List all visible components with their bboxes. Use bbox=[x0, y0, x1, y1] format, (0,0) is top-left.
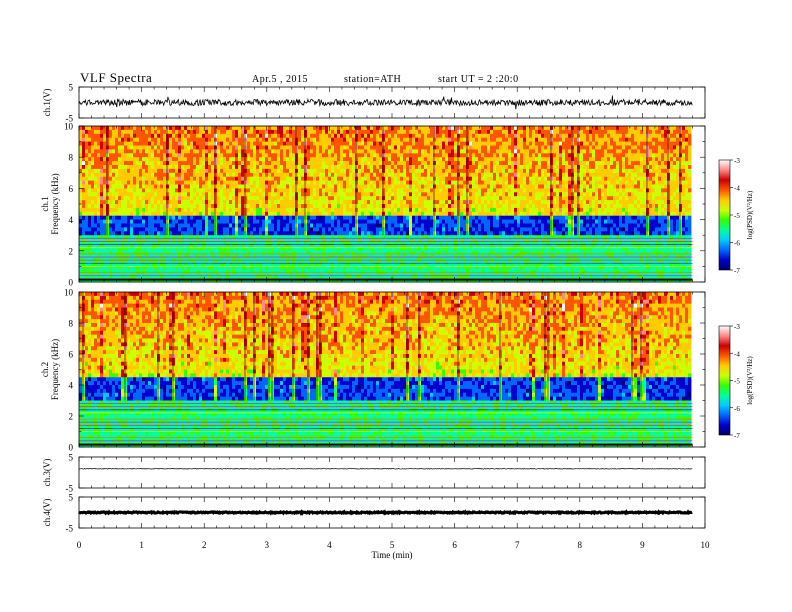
start-time-label: start UT = 2 :20:0 bbox=[438, 74, 519, 85]
ch2-ylabel-frequency: Frequency (kHz) bbox=[50, 339, 60, 400]
ch3-ylabel: ch.3(V) bbox=[42, 459, 52, 487]
ch3-waveform-axes: 5 -5 ch.3(V) bbox=[42, 453, 706, 494]
x-tick-label: 10 bbox=[701, 540, 711, 550]
ch3-waveform bbox=[78, 468, 693, 470]
x-tick-label: 6 bbox=[452, 540, 457, 550]
ch1-waveform bbox=[78, 95, 693, 110]
x-tick-label: 7 bbox=[515, 540, 520, 550]
ch2-colorbar: -3 -4 -5 -6 -7 log(PSD)(V²/Hz) bbox=[718, 323, 754, 440]
x-axis-label: Time (min) bbox=[372, 550, 413, 560]
ch1-spectrogram-axes: 0 2 4 6 8 10 ch.1 Frequency (kHz) bbox=[40, 122, 706, 288]
ch3-ytick-label: 5 bbox=[69, 453, 74, 463]
ch1-ytick-label: 5 bbox=[69, 83, 74, 93]
station-label: station=ATH bbox=[344, 74, 402, 85]
ch1-ytick-label: 10 bbox=[64, 122, 74, 132]
ch3-ytick-label: -5 bbox=[66, 484, 74, 494]
date-label: Apr.5 , 2015 bbox=[252, 74, 308, 85]
colorbar-tick-label: -7 bbox=[734, 432, 740, 440]
ch1-ytick-label: 2 bbox=[69, 246, 74, 256]
colorbar-tick-label: -4 bbox=[734, 350, 740, 358]
x-tick-label: 2 bbox=[202, 540, 207, 550]
ch4-ylabel: ch.4(V) bbox=[42, 499, 52, 527]
ch4-ytick-label: 5 bbox=[69, 493, 74, 503]
ch4-waveform-axes: 5 -5 ch.4(V) bbox=[42, 493, 706, 534]
colorbar-tick-label: -5 bbox=[734, 378, 740, 386]
ch2-ytick-label: 0 bbox=[69, 443, 74, 453]
x-tick-label: 9 bbox=[640, 540, 645, 550]
x-tick-label: 0 bbox=[77, 540, 82, 550]
ch1-ytick-label: 6 bbox=[69, 184, 74, 194]
ch1-ylabel: ch.1(V) bbox=[42, 89, 52, 117]
ch2-ylabel-channel: ch.2 bbox=[40, 362, 50, 377]
x-axis: 0 1 2 3 4 5 6 7 8 9 10 Time (min) bbox=[77, 540, 710, 560]
ch2-ytick-label: 6 bbox=[69, 350, 74, 360]
colorbar-tick-label: -3 bbox=[734, 157, 740, 165]
ch1-colorbar: -3 -4 -5 -6 -7 log(PSD)(V²/Hz) bbox=[718, 157, 754, 275]
colorbar-tick-label: -6 bbox=[734, 405, 740, 413]
colorbar-tick-label: -5 bbox=[734, 212, 740, 220]
ch1-ylabel-channel: ch.1 bbox=[40, 196, 50, 211]
ch1-ytick-label: 4 bbox=[69, 215, 74, 225]
figure-title: VLF Spectra bbox=[80, 70, 153, 85]
colorbar-label: log(PSD)(V²/Hz) bbox=[746, 356, 754, 405]
colorbar-tick-label: -7 bbox=[734, 267, 740, 275]
x-tick-label: 3 bbox=[265, 540, 270, 550]
ch2-spectrogram-axes: 0 2 4 6 8 10 ch.2 Frequency (kHz) bbox=[40, 288, 706, 453]
ch2-ytick-label: 2 bbox=[69, 412, 74, 422]
colorbar-tick-label: -3 bbox=[734, 323, 740, 331]
ch1-spectrogram bbox=[79, 126, 693, 283]
ch4-ytick-label: -5 bbox=[66, 524, 74, 534]
x-tick-label: 5 bbox=[390, 540, 395, 550]
colorbar-label: log(PSD)(V²/Hz) bbox=[746, 190, 754, 239]
colorbar-tick-label: -6 bbox=[734, 240, 740, 248]
ch1-waveform-axes: 5 -5 ch.1(V) bbox=[42, 83, 706, 124]
ch2-ytick-label: 8 bbox=[69, 319, 74, 329]
ch4-waveform bbox=[78, 509, 693, 516]
ch1-ytick-label: 0 bbox=[69, 278, 74, 288]
x-tick-label: 1 bbox=[139, 540, 144, 550]
ch2-ytick-label: 10 bbox=[64, 288, 74, 298]
colorbar-tick-label: -4 bbox=[734, 185, 740, 193]
x-tick-label: 4 bbox=[327, 540, 332, 550]
ch1-ytick-label: 8 bbox=[69, 153, 74, 163]
x-tick-label: 8 bbox=[578, 540, 583, 550]
ch2-spectrogram bbox=[79, 292, 693, 448]
ch1-ytick-label: -5 bbox=[66, 114, 74, 124]
ch1-ylabel-frequency: Frequency (kHz) bbox=[50, 173, 60, 234]
ch2-ytick-label: 4 bbox=[69, 381, 74, 391]
